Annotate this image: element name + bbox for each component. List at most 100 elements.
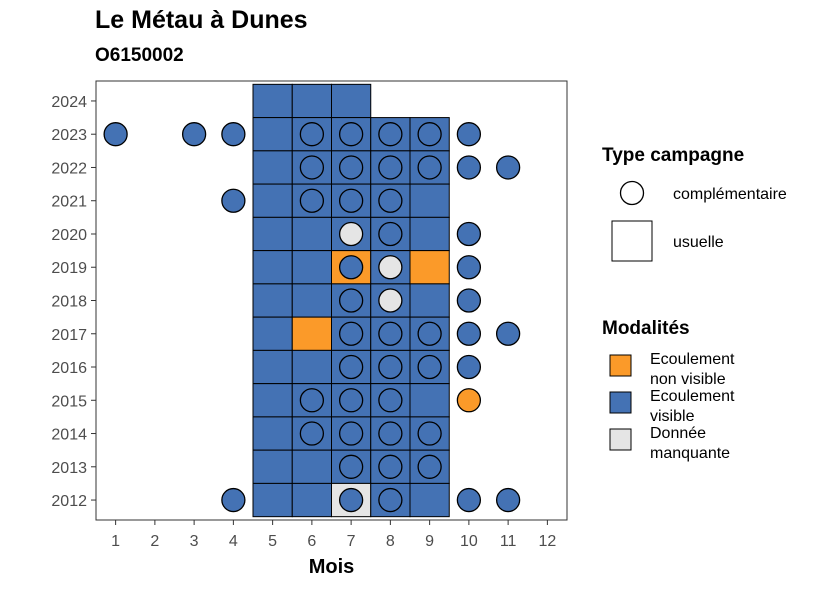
tile-2015-5: [252, 383, 293, 418]
tile-2017-5: [252, 316, 293, 351]
legend-modalite-swatch: [609, 428, 632, 451]
tile-2014-5: [252, 416, 293, 451]
point-2016-10: [456, 354, 482, 380]
x-tick-label: 6: [307, 533, 316, 550]
legend-modalites-title: Modalités: [602, 318, 690, 339]
y-tick-label: 2020: [51, 227, 87, 244]
y-tick-label: 2019: [51, 260, 87, 277]
point-2023-3: [181, 122, 207, 147]
point-2012-7: [338, 487, 364, 513]
point-2015-7: [338, 388, 364, 413]
x-tick-label: 8: [386, 533, 395, 550]
tile-2013-6: [291, 449, 332, 484]
legend-modalite-swatch: [609, 391, 632, 414]
tile-2019-6: [291, 250, 332, 285]
point-2022-6: [299, 155, 325, 180]
point-2015-10: [456, 388, 482, 413]
point-2022-8: [378, 155, 403, 180]
x-tick-label: 11: [500, 533, 517, 550]
tile-2017-6: [291, 316, 332, 351]
y-axis: 2012 2013 2014 2015 2016 2017 2018 2019 2020 2021…: [51, 94, 96, 510]
point-2023-9: [417, 122, 442, 147]
point-2023-10: [456, 122, 482, 147]
legend-type-label: complémentaire: [673, 186, 787, 203]
x-tick-label: 1: [111, 533, 120, 550]
tile-2024-7: [331, 83, 372, 119]
tile-2018-6: [291, 283, 332, 318]
tile-2022-5: [252, 150, 293, 185]
point-2017-8: [378, 321, 403, 346]
point-2023-4: [221, 122, 246, 147]
legend-modalite-label: Donnée manquante: [650, 425, 730, 462]
point-2022-9: [417, 155, 442, 180]
tile-2015-9: [409, 383, 450, 418]
legend-type-title: Type campagne: [602, 145, 744, 166]
point-2012-4: [221, 487, 246, 513]
point-2018-10: [456, 288, 482, 313]
legend-modalite-label: Ecoulement non visible: [650, 351, 735, 388]
x-tick-label: 9: [425, 533, 434, 550]
point-2020-8: [378, 221, 403, 247]
tile-2021-5: [252, 183, 293, 218]
point-2013-7: [338, 454, 364, 479]
y-tick-label: 2022: [51, 160, 87, 177]
point-2015-8: [378, 388, 403, 413]
point-2017-11: [495, 321, 521, 346]
point-2020-7: [338, 221, 364, 247]
point-2023-7: [338, 122, 364, 147]
x-tick-label: 2: [150, 533, 159, 550]
tile-2016-5: [252, 349, 293, 385]
point-2015-6: [299, 388, 325, 413]
tile-2016-6: [291, 349, 332, 385]
point-2017-7: [338, 321, 364, 346]
complementaire-points-layer: [103, 122, 521, 513]
x-tick-label: 3: [190, 533, 199, 550]
point-2017-9: [417, 321, 442, 346]
point-2013-8: [378, 454, 403, 479]
point-2012-11: [495, 487, 521, 513]
tile-2013-5: [252, 449, 293, 484]
point-2023-8: [378, 122, 403, 147]
legend-modalite-label: Ecoulement visible: [650, 388, 735, 425]
tile-2024-6: [291, 83, 332, 119]
point-2012-8: [378, 487, 403, 513]
legend-modalites: Modalités Ecoulement non visibleEcoulement…: [602, 318, 735, 462]
point-2019-8: [378, 255, 403, 280]
legend-square-key: [611, 220, 653, 262]
tile-2012-5: [252, 482, 293, 518]
tile-2021-9: [409, 183, 450, 218]
point-2023-6: [299, 122, 325, 147]
x-axis-title: Mois: [309, 556, 355, 578]
point-2018-7: [338, 288, 364, 313]
tile-2020-5: [252, 216, 293, 252]
tile-2012-6: [291, 482, 332, 518]
y-tick-label: 2013: [51, 460, 87, 477]
y-tick-label: 2016: [51, 360, 87, 377]
point-2021-4: [221, 188, 246, 213]
legend-modalite-swatch: [609, 354, 632, 377]
point-2016-8: [378, 354, 403, 380]
point-2014-8: [378, 421, 403, 446]
point-2021-6: [299, 188, 325, 213]
x-axis: 1 2 3 4 5 6 7 8 9 10 11 12: [111, 520, 556, 550]
tile-2012-9: [409, 482, 450, 518]
tile-2024-5: [252, 83, 293, 119]
chart-title: Le Métau à Dunes: [95, 6, 308, 34]
x-tick-label: 12: [538, 533, 556, 550]
point-2016-9: [417, 354, 442, 380]
point-2014-9: [417, 421, 442, 446]
point-2018-8: [378, 288, 403, 313]
tile-2020-6: [291, 216, 332, 252]
y-tick-label: 2024: [51, 94, 87, 111]
x-tick-label: 4: [229, 533, 238, 550]
point-2021-8: [378, 188, 403, 213]
point-2021-7: [338, 188, 364, 213]
tile-2019-5: [252, 250, 293, 285]
point-2022-7: [338, 155, 364, 180]
point-2017-10: [456, 321, 482, 346]
point-2020-10: [456, 221, 482, 247]
tile-2020-9: [409, 216, 450, 252]
point-2019-10: [456, 255, 482, 280]
x-tick-label: 10: [460, 533, 478, 550]
